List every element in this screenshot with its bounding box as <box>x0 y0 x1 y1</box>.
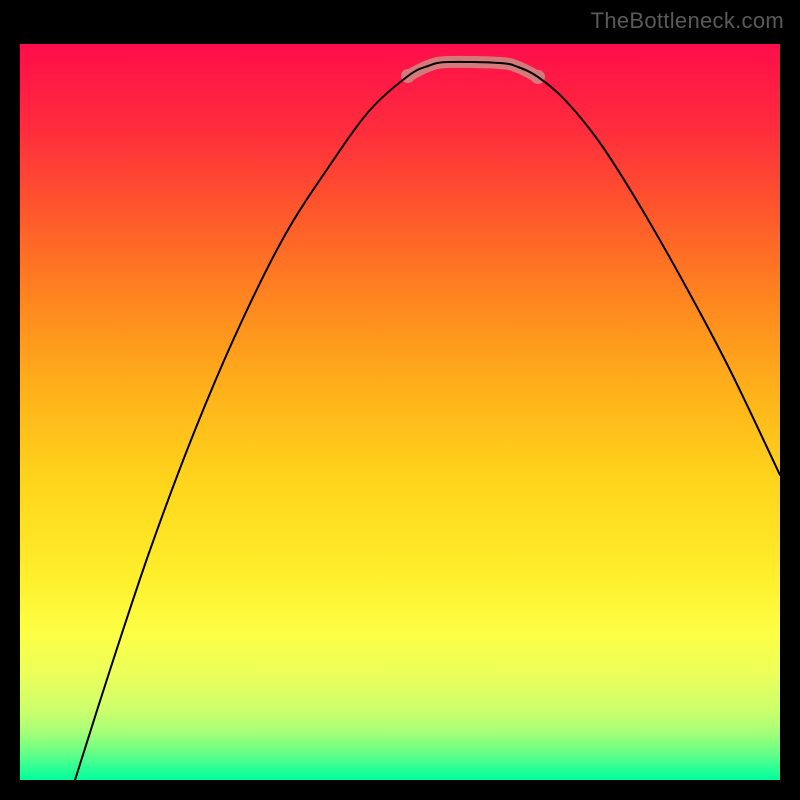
bottleneck-curve-chart <box>0 0 800 800</box>
chart-background <box>20 44 780 780</box>
chart-frame: TheBottleneck.com <box>0 0 800 800</box>
watermark-text: TheBottleneck.com <box>591 8 784 34</box>
